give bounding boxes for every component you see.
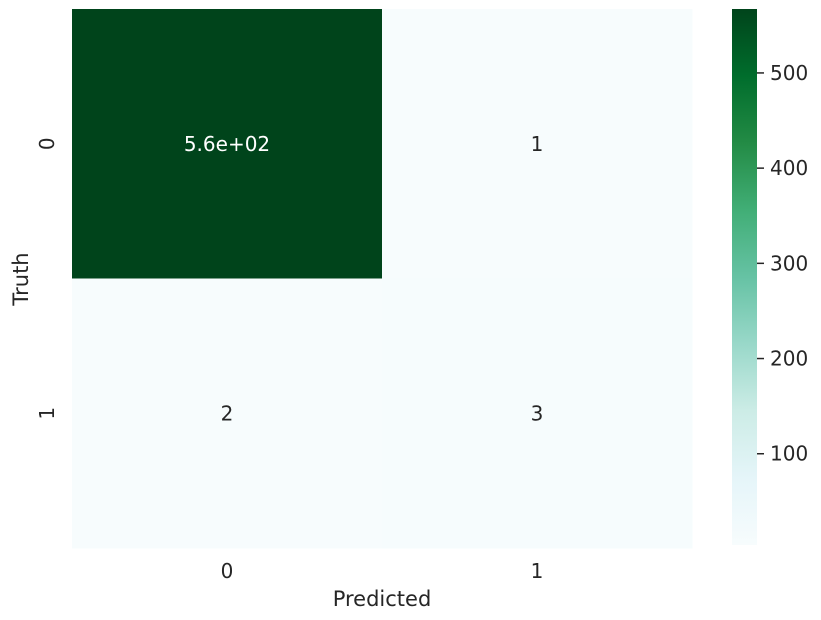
- cell-annotation: 1: [531, 132, 544, 156]
- cell-annotation: 5.6e+02: [184, 132, 270, 156]
- heatmap-cell: [72, 9, 383, 279]
- y-tick-label: 1: [35, 407, 59, 420]
- x-tick-label: 0: [221, 559, 234, 583]
- colorbar-tick-label: 400: [770, 156, 808, 180]
- cell-annotation: 2: [221, 401, 234, 425]
- colorbar-tick-label: 500: [770, 61, 808, 85]
- colorbar-tick-label: 100: [770, 442, 808, 466]
- heatmap-cell: [72, 278, 383, 549]
- y-axis-label: Truth: [9, 252, 33, 306]
- heatmap-cell: [382, 278, 693, 549]
- heatmap-cell: [382, 9, 693, 279]
- cell-annotation: 3: [531, 401, 544, 425]
- x-axis-label: Predicted: [333, 587, 432, 611]
- colorbar-tick-label: 200: [770, 347, 808, 371]
- colorbar-tick-label: 300: [770, 251, 808, 275]
- y-tick-label: 0: [35, 137, 59, 150]
- colorbar: [732, 9, 757, 545]
- x-tick-label: 1: [531, 559, 544, 583]
